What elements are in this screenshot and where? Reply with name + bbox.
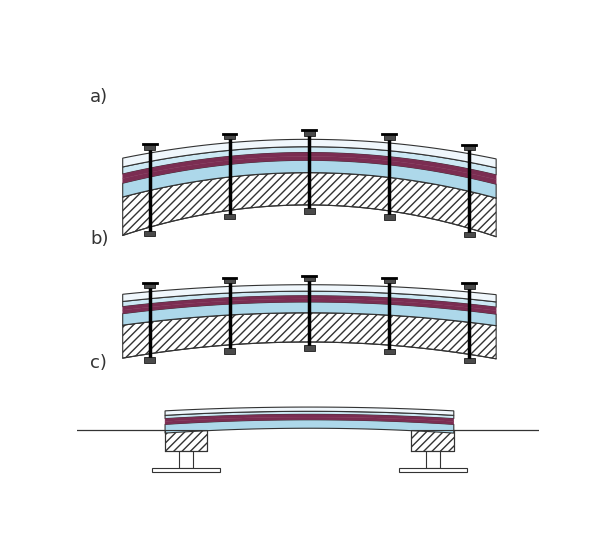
Bar: [384, 278, 395, 283]
Polygon shape: [123, 291, 496, 307]
Polygon shape: [123, 302, 496, 326]
Text: c): c): [91, 354, 107, 372]
Text: b): b): [91, 231, 109, 248]
Polygon shape: [123, 296, 496, 310]
Polygon shape: [123, 157, 496, 184]
Bar: [144, 357, 155, 363]
Bar: [144, 231, 155, 236]
Bar: [399, 468, 467, 472]
Polygon shape: [165, 417, 454, 424]
Polygon shape: [123, 139, 496, 168]
Bar: [464, 358, 475, 363]
Polygon shape: [123, 160, 496, 198]
Polygon shape: [123, 285, 496, 302]
Bar: [425, 451, 440, 468]
Polygon shape: [165, 414, 454, 422]
Polygon shape: [123, 147, 496, 175]
Bar: [304, 276, 315, 281]
Polygon shape: [165, 411, 454, 418]
Bar: [144, 144, 155, 150]
Polygon shape: [123, 299, 496, 314]
Bar: [384, 134, 395, 139]
Bar: [304, 131, 315, 136]
Bar: [224, 278, 235, 283]
Bar: [384, 214, 395, 220]
Polygon shape: [123, 313, 496, 359]
Bar: [464, 145, 475, 150]
Polygon shape: [165, 407, 454, 415]
Polygon shape: [165, 430, 208, 451]
Bar: [224, 214, 235, 219]
Bar: [152, 468, 220, 472]
Bar: [144, 283, 155, 288]
Bar: [224, 348, 235, 354]
Polygon shape: [412, 430, 454, 451]
Bar: [224, 134, 235, 139]
Bar: [304, 346, 315, 351]
Polygon shape: [123, 153, 496, 180]
Bar: [464, 232, 475, 238]
Polygon shape: [123, 173, 496, 237]
Text: a): a): [91, 88, 109, 106]
Polygon shape: [165, 420, 454, 433]
Bar: [384, 349, 395, 354]
Bar: [464, 284, 475, 288]
Bar: [304, 208, 315, 214]
Bar: [179, 451, 193, 468]
